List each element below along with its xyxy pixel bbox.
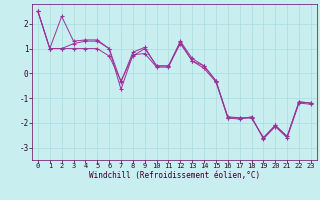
X-axis label: Windchill (Refroidissement éolien,°C): Windchill (Refroidissement éolien,°C) xyxy=(89,171,260,180)
